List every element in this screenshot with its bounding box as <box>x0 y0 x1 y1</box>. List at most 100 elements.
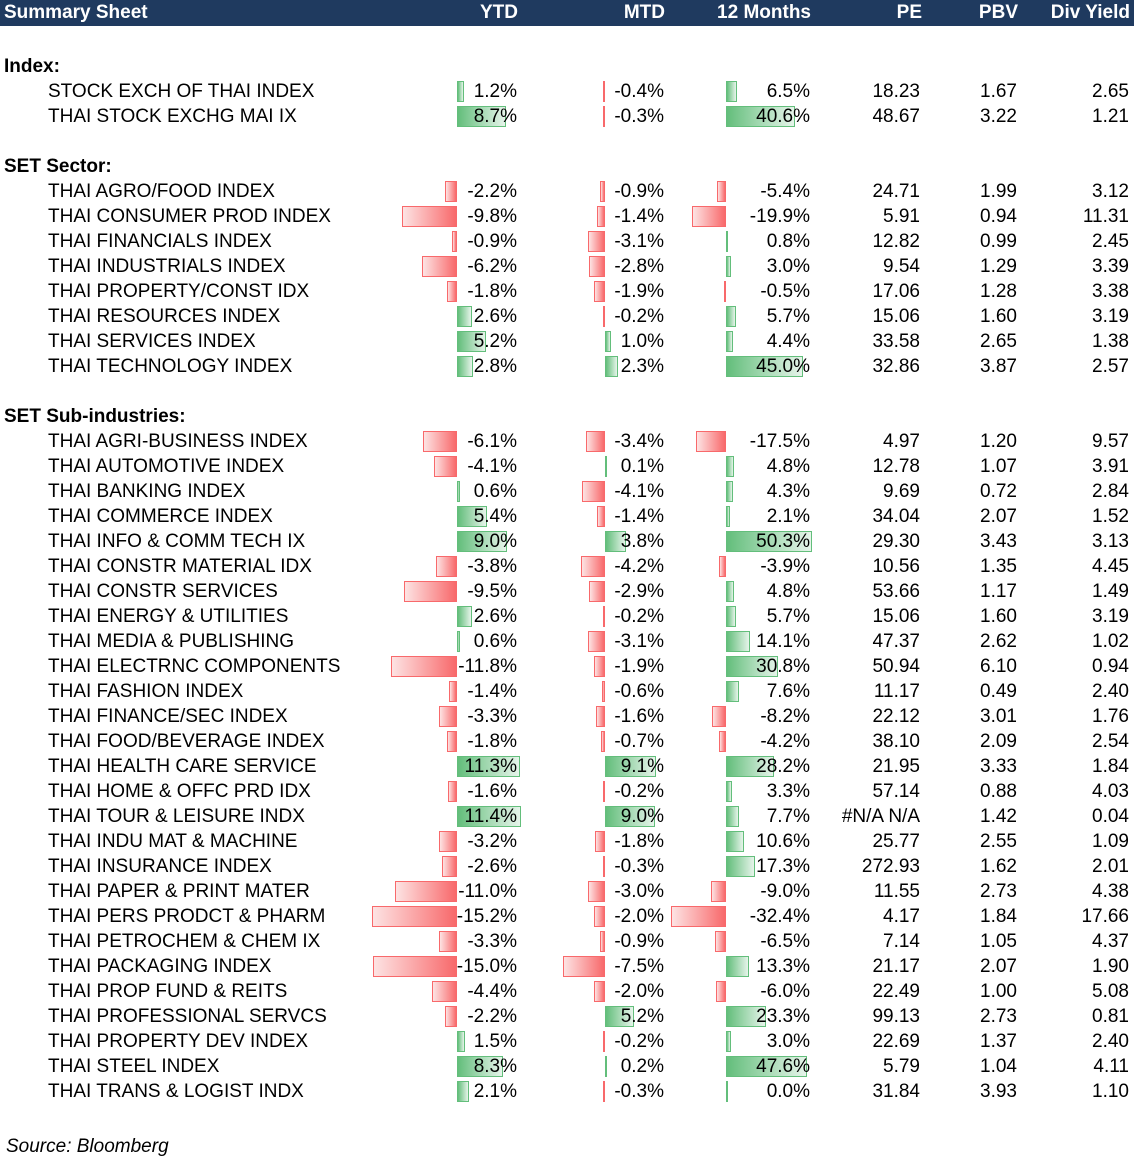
div-value: 3.39 <box>1092 256 1129 277</box>
pbv-value: 1.84 <box>980 906 1017 927</box>
table-row: THAI RESOURCES INDEX 2.6% -0.2% 5.7% 15.06 1.… <box>0 304 1134 329</box>
pbv-value: 1.07 <box>980 456 1017 477</box>
m12-data-bar <box>718 731 726 752</box>
ytd-value: -1.6% <box>467 781 517 802</box>
mtd-data-bar <box>603 1081 605 1102</box>
div-value: 0.94 <box>1092 656 1129 677</box>
m12-data-bar <box>726 781 732 802</box>
m12-data-bar <box>726 1081 728 1102</box>
ytd-value: 8.3% <box>473 1056 517 1077</box>
table-row: THAI ENERGY & UTILITIES 2.6% -0.2% 5.7% 15.0… <box>0 604 1134 629</box>
pbv-value: 2.07 <box>980 506 1017 527</box>
ytd-data-bar <box>449 681 457 702</box>
m12-value: 4.8% <box>766 456 810 477</box>
ytd-data-bar <box>432 981 457 1002</box>
table-row: THAI FOOD/BEVERAGE INDEX -1.8% -0.7% -4.2% 3… <box>0 729 1134 754</box>
table-row: THAI ELECTRNC COMPONENTS -11.8% -1.9% 30.8%… <box>0 654 1134 679</box>
div-value: 2.40 <box>1092 1031 1129 1052</box>
ytd-value: 1.2% <box>473 81 517 102</box>
table-row: THAI PACKAGING INDEX -15.0% -7.5% 13.3% 21.1… <box>0 954 1134 979</box>
div-value: 3.91 <box>1092 456 1129 477</box>
mtd-data-bar <box>594 281 605 302</box>
ytd-data-bar <box>457 1081 469 1102</box>
mtd-value: 2.3% <box>620 356 664 377</box>
table-row: THAI PROP FUND & REITS -4.4% -2.0% -6.0% 22.… <box>0 979 1134 1004</box>
ytd-value: -3.8% <box>467 556 517 577</box>
ytd-value: -6.2% <box>467 256 517 277</box>
pe-value: 5.79 <box>883 1056 920 1077</box>
pbv-value: 2.55 <box>980 831 1017 852</box>
div-value: 4.45 <box>1092 556 1129 577</box>
section-label: SET Sub-industries: <box>4 406 186 427</box>
pe-value: 33.58 <box>872 331 920 352</box>
ytd-value: -2.2% <box>467 181 517 202</box>
div-value: 3.19 <box>1092 306 1129 327</box>
m12-value: 23.3% <box>756 1006 810 1027</box>
mtd-data-bar <box>605 356 618 377</box>
mtd-value: -1.9% <box>614 656 664 677</box>
div-value: 1.09 <box>1092 831 1129 852</box>
table-row: THAI FINANCIALS INDEX -0.9% -3.1% 0.8% 12.82… <box>0 229 1134 254</box>
ytd-column-header: YTD <box>480 2 518 23</box>
ytd-value: -11.0% <box>458 881 517 902</box>
pe-value: 15.06 <box>872 606 920 627</box>
mtd-value: -2.9% <box>614 581 664 602</box>
mtd-data-bar <box>596 706 605 727</box>
m12-value: -5.4% <box>760 181 810 202</box>
div-yield-column-header: Div Yield <box>1050 2 1130 23</box>
ytd-value: -9.8% <box>467 206 517 227</box>
mtd-value: -0.3% <box>614 1081 664 1102</box>
mtd-data-bar <box>605 331 611 352</box>
ytd-value: -11.8% <box>458 656 517 677</box>
ytd-data-bar <box>438 706 457 727</box>
ytd-data-bar <box>422 431 457 452</box>
pe-value: 32.86 <box>872 356 920 377</box>
index-name: THAI PROFESSIONAL SERVCS <box>48 1006 327 1027</box>
m12-data-bar <box>724 281 726 302</box>
pe-value: 10.56 <box>872 556 920 577</box>
table-row: THAI HEALTH CARE SERVICE 11.3% 9.1% 28.2% 21… <box>0 754 1134 779</box>
pbv-value: 2.73 <box>980 881 1017 902</box>
m12-value: -9.0% <box>760 881 810 902</box>
m12-value: 4.4% <box>766 331 810 352</box>
pbv-value: 2.65 <box>980 331 1017 352</box>
div-value: 1.21 <box>1092 106 1129 127</box>
pe-value: 7.14 <box>883 931 920 952</box>
pbv-value: 0.94 <box>980 206 1017 227</box>
ytd-value: 0.6% <box>473 481 517 502</box>
div-value: 0.04 <box>1092 806 1129 827</box>
ytd-value: 2.1% <box>473 1081 517 1102</box>
pbv-column-header: PBV <box>978 2 1018 23</box>
m12-data-bar <box>726 456 735 477</box>
table-row: THAI STEEL INDEX 8.3% 0.2% 47.6% 5.79 1.04 4.1… <box>0 1054 1134 1079</box>
ytd-data-bar <box>395 881 457 902</box>
m12-value: 3.0% <box>766 256 810 277</box>
pbv-value: 1.99 <box>980 181 1017 202</box>
mtd-data-bar <box>603 856 605 877</box>
index-name: THAI FINANCIALS INDEX <box>48 231 272 252</box>
div-value: 1.02 <box>1092 631 1129 652</box>
table-row: THAI CONSTR SERVICES -9.5% -2.9% 4.8% 53.66 1… <box>0 579 1134 604</box>
index-name: STOCK EXCH OF THAI INDEX <box>48 81 315 102</box>
mtd-value: -3.1% <box>614 631 664 652</box>
ytd-value: 11.4% <box>464 806 517 827</box>
pe-value: 4.97 <box>883 431 920 452</box>
mtd-value: 5.2% <box>620 1006 664 1027</box>
div-value: 2.45 <box>1092 231 1129 252</box>
ytd-data-bar <box>457 106 506 127</box>
table-row: THAI AUTOMOTIVE INDEX -4.1% 0.1% 4.8% 12.78 1… <box>0 454 1134 479</box>
m12-data-bar <box>726 81 738 102</box>
mtd-data-bar <box>587 231 605 252</box>
mtd-data-bar <box>593 906 605 927</box>
pbv-value: 0.99 <box>980 231 1017 252</box>
m12-data-bar <box>726 106 796 127</box>
m12-value: -3.9% <box>760 556 810 577</box>
table-row: THAI PAPER & PRINT MATER -11.0% -3.0% -9.0%… <box>0 879 1134 904</box>
div-value: 5.08 <box>1092 981 1129 1002</box>
mtd-value: 0.1% <box>620 456 664 477</box>
pe-value: 17.06 <box>872 281 920 302</box>
table-row: THAI TRANS & LOGIST INDX 2.1% -0.3% 0.0% 31.… <box>0 1079 1134 1104</box>
div-value: 1.90 <box>1092 956 1129 977</box>
mtd-value: -0.3% <box>614 106 664 127</box>
table-row: THAI AGRO/FOOD INDEX -2.2% -0.9% -5.4% 24.71… <box>0 179 1134 204</box>
